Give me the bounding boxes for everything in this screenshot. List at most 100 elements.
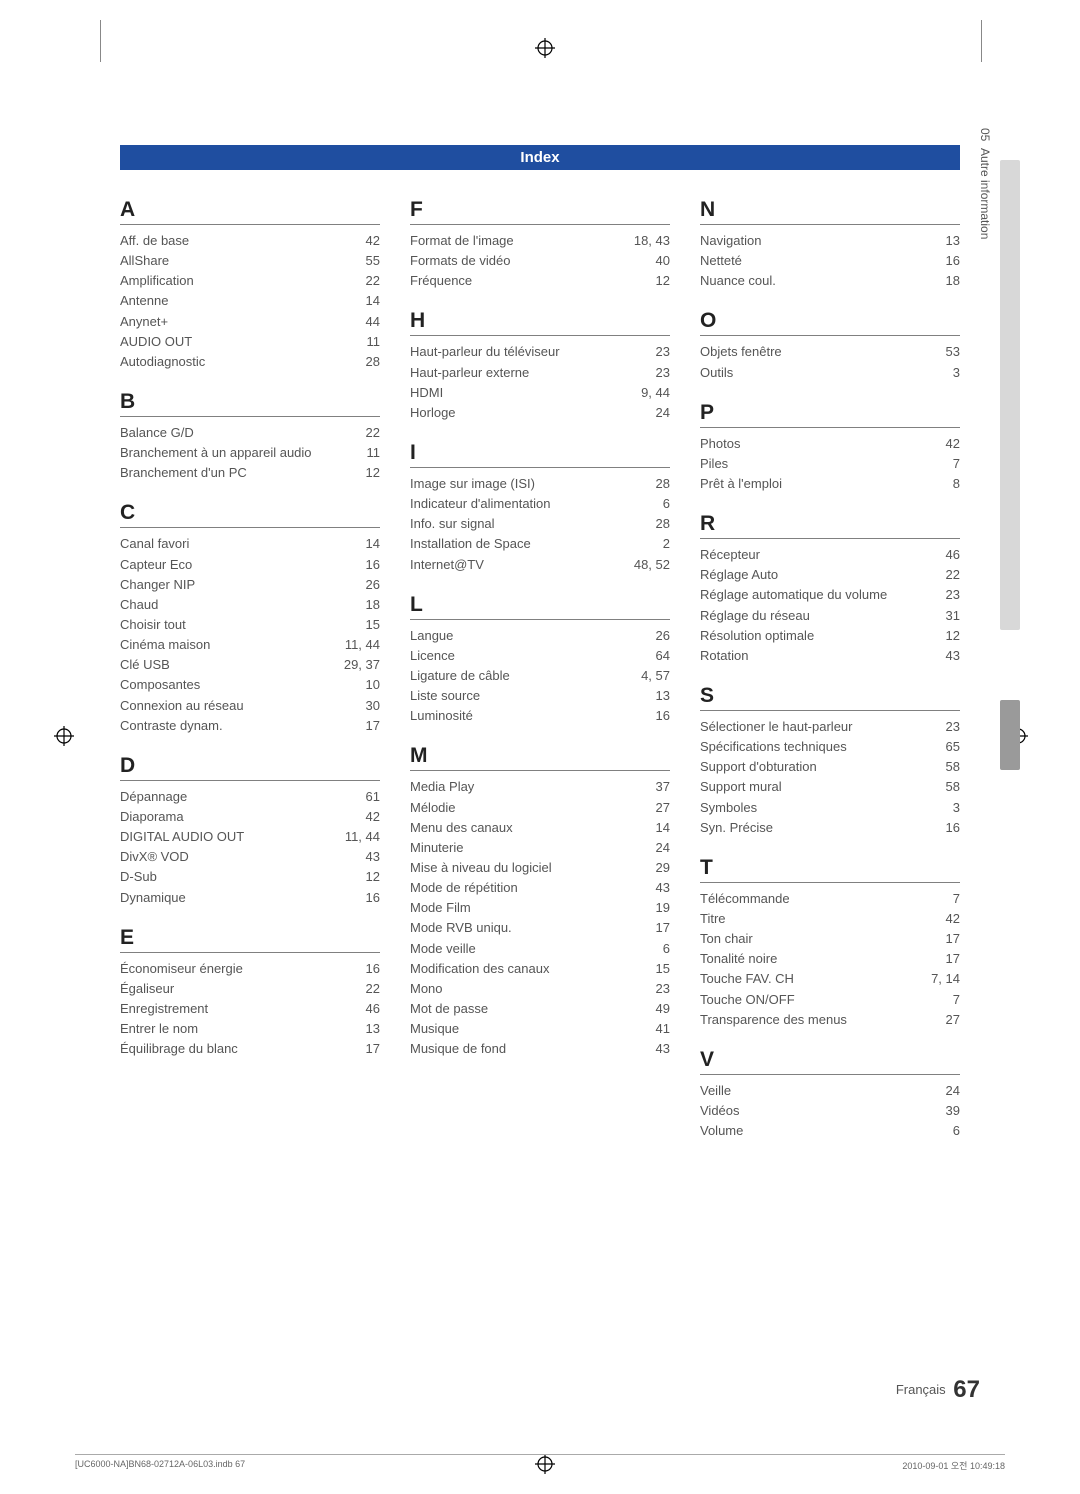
index-term: Menu des canaux — [410, 818, 656, 838]
index-term: Langue — [410, 626, 656, 646]
index-term: AllShare — [120, 251, 366, 271]
index-entry: Mot de passe49 — [410, 999, 670, 1019]
index-page-ref: 14 — [366, 534, 380, 554]
index-entry: Résolution optimale12 — [700, 626, 960, 646]
index-page-ref: 24 — [946, 1081, 960, 1101]
index-entry: Piles7 — [700, 454, 960, 474]
index-term: Tonalité noire — [700, 949, 946, 969]
index-page-ref: 23 — [656, 342, 670, 362]
index-section-letter: H — [410, 309, 670, 336]
index-entry: Symboles3 — [700, 798, 960, 818]
print-footer: [UC6000-NA]BN68-02712A-06L03.indb 67 201… — [75, 1454, 1005, 1472]
index-section-letter: E — [120, 926, 380, 953]
index-entry: Support mural58 — [700, 777, 960, 797]
content-area: Index AAff. de base42AllShare55Amplifica… — [120, 145, 960, 1141]
index-section-letter: S — [700, 684, 960, 711]
page-footer-lang: Français 67 — [896, 1376, 980, 1404]
index-page-ref: 18 — [366, 595, 380, 615]
index-entry: Réglage automatique du volume23 — [700, 585, 960, 605]
index-page-ref: 12 — [946, 626, 960, 646]
index-entry: Syn. Précise16 — [700, 818, 960, 838]
index-section-letter: L — [410, 593, 670, 620]
index-entry: Canal favori14 — [120, 534, 380, 554]
index-page-ref: 16 — [656, 706, 670, 726]
index-term: Dynamique — [120, 888, 366, 908]
index-page-ref: 58 — [946, 777, 960, 797]
index-page-ref: 6 — [663, 939, 670, 959]
index-entry: Media Play37 — [410, 777, 670, 797]
index-page-ref: 17 — [946, 929, 960, 949]
index-section-letter: A — [120, 198, 380, 225]
index-page-ref: 13 — [656, 686, 670, 706]
index-entry: Touche FAV. CH7, 14 — [700, 969, 960, 989]
index-entry: Musique41 — [410, 1019, 670, 1039]
index-entry: Photos42 — [700, 434, 960, 454]
index-entry: Internet@TV48, 52 — [410, 555, 670, 575]
print-footer-left: [UC6000-NA]BN68-02712A-06L03.indb 67 — [75, 1459, 245, 1472]
index-term: Branchement à un appareil audio — [120, 443, 367, 463]
index-page-ref: 43 — [656, 1039, 670, 1059]
index-entry: Langue26 — [410, 626, 670, 646]
index-entry: Ligature de câble4, 57 — [410, 666, 670, 686]
index-page-ref: 23 — [946, 585, 960, 605]
index-entry: Sélectioner le haut-parleur23 — [700, 717, 960, 737]
index-entry: Mono23 — [410, 979, 670, 999]
index-term: Réglage du réseau — [700, 606, 946, 626]
index-entry: Outils3 — [700, 363, 960, 383]
index-page-ref: 41 — [656, 1019, 670, 1039]
index-entry: Composantes10 — [120, 675, 380, 695]
index-entry: Installation de Space2 — [410, 534, 670, 554]
index-page-ref: 28 — [656, 514, 670, 534]
chapter-label: Autre information — [978, 148, 992, 239]
index-term: DIGITAL AUDIO OUT — [120, 827, 345, 847]
footer-language: Français — [896, 1382, 946, 1397]
index-term: Balance G/D — [120, 423, 366, 443]
index-page-ref: 48, 52 — [634, 555, 670, 575]
index-section-letter: M — [410, 744, 670, 771]
index-page-ref: 16 — [366, 555, 380, 575]
index-term: Luminosité — [410, 706, 656, 726]
index-page-ref: 2 — [663, 534, 670, 554]
index-entry: Mode RVB uniqu.17 — [410, 918, 670, 938]
index-term: Volume — [700, 1121, 953, 1141]
index-page-ref: 23 — [946, 717, 960, 737]
index-section-letter: R — [700, 512, 960, 539]
index-entry: Chaud18 — [120, 595, 380, 615]
index-page-ref: 7 — [953, 889, 960, 909]
index-entry: Veille24 — [700, 1081, 960, 1101]
index-page-ref: 42 — [946, 434, 960, 454]
index-page-ref: 22 — [946, 565, 960, 585]
index-entry: Connexion au réseau30 — [120, 696, 380, 716]
index-entry: Contraste dynam.17 — [120, 716, 380, 736]
index-entry: HDMI9, 44 — [410, 383, 670, 403]
index-term: Mono — [410, 979, 656, 999]
index-term: Spécifications techniques — [700, 737, 946, 757]
index-entry: Dynamique16 — [120, 888, 380, 908]
index-entry: Fréquence12 — [410, 271, 670, 291]
index-entry: Changer NIP26 — [120, 575, 380, 595]
index-header: Index — [120, 145, 960, 170]
index-entry: Branchement à un appareil audio11 — [120, 443, 380, 463]
index-entry: Modification des canaux15 — [410, 959, 670, 979]
index-entry: Amplification22 — [120, 271, 380, 291]
index-page-ref: 12 — [366, 463, 380, 483]
index-section-letter: V — [700, 1048, 960, 1075]
index-page-ref: 15 — [656, 959, 670, 979]
index-term: Titre — [700, 909, 946, 929]
index-term: Ligature de câble — [410, 666, 641, 686]
index-entry: Cinéma maison11, 44 — [120, 635, 380, 655]
index-column: AAff. de base42AllShare55Amplification22… — [120, 198, 380, 1141]
index-page-ref: 24 — [656, 403, 670, 423]
index-entry: Diaporama42 — [120, 807, 380, 827]
index-page-ref: 23 — [656, 979, 670, 999]
index-entry: Rotation43 — [700, 646, 960, 666]
index-term: Clé USB — [120, 655, 344, 675]
chapter-number: 05 — [978, 128, 992, 141]
index-term: Réglage automatique du volume — [700, 585, 946, 605]
index-page-ref: 43 — [946, 646, 960, 666]
index-term: Photos — [700, 434, 946, 454]
index-entry: Nuance coul.18 — [700, 271, 960, 291]
index-page-ref: 29, 37 — [344, 655, 380, 675]
index-term: Chaud — [120, 595, 366, 615]
index-page-ref: 16 — [946, 251, 960, 271]
